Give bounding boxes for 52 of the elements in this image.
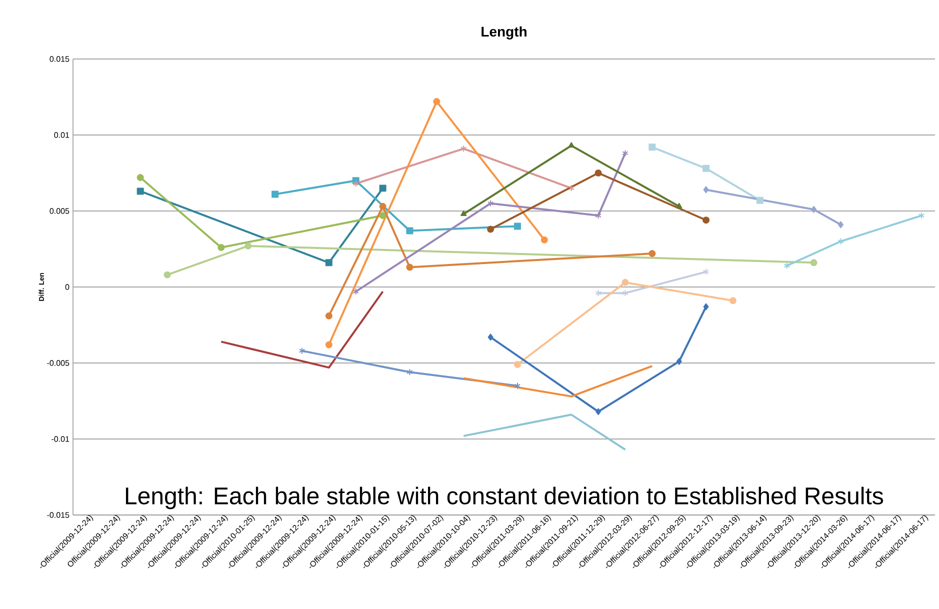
point xyxy=(676,358,682,365)
point xyxy=(568,142,574,148)
chart-title: Length xyxy=(482,26,526,40)
point xyxy=(594,169,602,176)
point xyxy=(648,250,656,258)
point xyxy=(676,202,682,208)
point xyxy=(325,312,332,320)
point xyxy=(164,271,171,278)
point xyxy=(488,334,494,341)
point xyxy=(838,238,844,245)
point xyxy=(729,297,736,304)
point xyxy=(406,227,414,234)
y-tick-label: 0.015 xyxy=(50,56,70,62)
point xyxy=(379,184,386,192)
point xyxy=(406,368,413,376)
point xyxy=(702,216,710,224)
point xyxy=(703,186,709,194)
y-tick-label: 0 xyxy=(65,284,70,290)
point xyxy=(702,164,710,172)
point xyxy=(433,98,440,106)
y-tick-label: -0.005 xyxy=(47,360,70,366)
point xyxy=(514,222,521,230)
point xyxy=(648,144,656,151)
point xyxy=(325,341,332,348)
point xyxy=(596,408,602,416)
point xyxy=(622,290,628,297)
point xyxy=(810,259,818,266)
point xyxy=(811,206,817,213)
point xyxy=(244,242,252,250)
y-tick-label: -0.01 xyxy=(52,436,70,442)
point xyxy=(218,244,225,251)
point xyxy=(460,210,467,216)
point xyxy=(136,188,144,195)
point xyxy=(136,174,144,182)
point xyxy=(325,259,332,266)
point xyxy=(487,226,494,233)
point xyxy=(379,202,386,210)
point xyxy=(595,212,602,220)
point xyxy=(756,196,764,204)
point xyxy=(514,361,521,368)
point xyxy=(460,145,467,152)
point xyxy=(379,212,386,220)
point xyxy=(622,278,629,286)
annotation: Length: Each bale stable with constant deviation to Established Results xyxy=(126,486,884,510)
y-tick-label: 0.01 xyxy=(54,132,70,138)
point xyxy=(272,190,279,198)
point xyxy=(838,221,844,228)
y-tick-label: 0.005 xyxy=(50,208,70,214)
point xyxy=(540,236,548,244)
point xyxy=(703,303,709,310)
point xyxy=(406,264,414,271)
point xyxy=(487,200,494,207)
